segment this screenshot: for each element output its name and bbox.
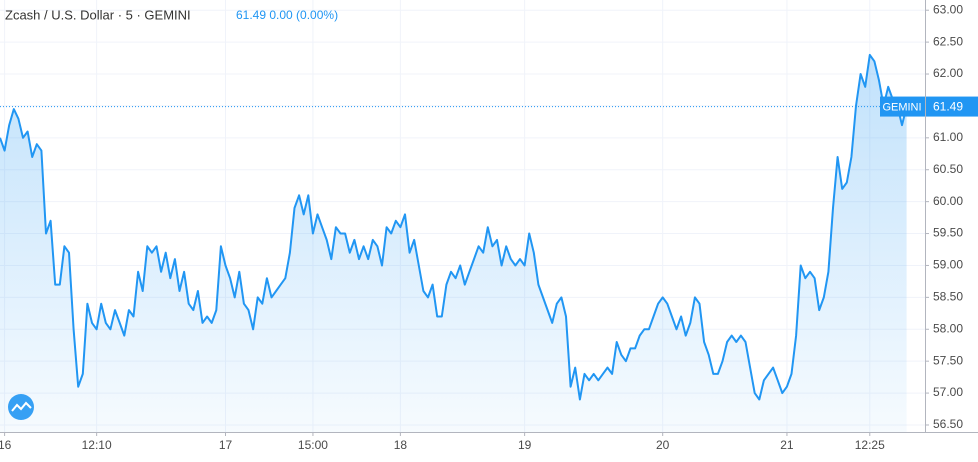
y-tick-label: 58.00: [933, 321, 963, 335]
price-tag-bg: [880, 96, 925, 117]
y-tick-label: 59.50: [933, 226, 963, 240]
y-tick-label: 60.50: [933, 162, 963, 176]
x-tick-label: 20: [656, 438, 670, 452]
quote: 61.49 0.00 (0.00%): [236, 8, 338, 22]
price-line: [0, 53, 908, 401]
last-price-label: 61.49: [933, 100, 963, 114]
x-tick-label: 18: [394, 438, 408, 452]
logo: [8, 394, 34, 420]
x-tick-label: 19: [518, 438, 532, 452]
y-tick-label: 60.00: [933, 194, 963, 208]
y-tick-label: 56.50: [933, 417, 963, 431]
y-tick-label: 62.50: [933, 34, 963, 48]
x-tick-label: 12:25: [855, 438, 885, 452]
chart-title: Zcash / U.S. Dollar · 5 · GEMINI: [5, 7, 191, 22]
y-tick-label: 62.00: [933, 66, 963, 80]
y-tick-label: 57.50: [933, 353, 963, 367]
x-tick-label: 15:00: [298, 438, 328, 452]
axes: 56.50 57.00 57.50 58.00 58.50 59.00 59.50 60.00…: [0, 2, 978, 452]
last-price-bg: [926, 96, 978, 117]
x-tick-label: 21: [780, 438, 794, 452]
y-tick-label: 61.00: [933, 130, 963, 144]
x-tick-label: 12:10: [82, 438, 112, 452]
y-tick-label: 58.50: [933, 290, 963, 304]
plot: [0, 53, 925, 433]
area-fill: [0, 54, 907, 433]
y-tick-label: 57.00: [933, 385, 963, 399]
y-tick-label: 63.00: [933, 2, 963, 16]
x-tick-label: 17: [219, 438, 233, 452]
y-tick-label: 59.00: [933, 258, 963, 272]
price-tag: GEMINI: [882, 101, 921, 113]
x-tick-label: 16: [0, 438, 12, 452]
